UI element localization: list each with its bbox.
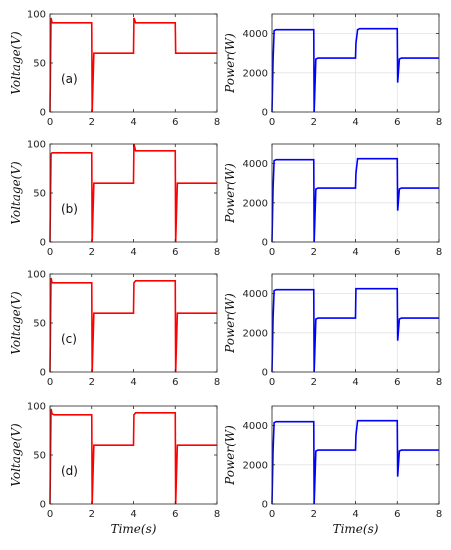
x-tick-label: 6 [394,377,400,388]
x-tick-label: 2 [311,247,317,258]
x-tick-label: 6 [172,117,178,128]
subplot-a-voltage: 0 2 4 6 8 0 50 100 Voltage(V) (a) [9,10,220,129]
x-tick-label: 0 [47,509,53,520]
x-tick-label: 0 [269,117,275,128]
series-line-power [271,287,439,373]
x-tick-label: 8 [436,377,442,388]
x-tick-label: 2 [89,509,95,520]
x-tick-label: 2 [311,377,317,388]
y-tick-label: 100 [27,270,46,281]
y-tick-label: 0 [40,108,46,119]
x-tick-label: 8 [214,117,220,128]
y-tick-label: 50 [33,319,46,330]
x-tick-label: 0 [269,247,275,258]
y-tick-label: 0 [40,500,46,511]
y-tick-label: 0 [262,368,268,379]
x-tick-label: 8 [214,509,220,520]
x-tick-label: 8 [436,117,442,128]
y-axis-label: Voltage(V) [9,423,23,487]
y-axis-label: Power(W) [223,293,237,354]
y-tick-label: 100 [27,402,46,413]
x-tick-label: 2 [89,117,95,128]
subplot-power: 0 2 4 6 8 0 2000 4000 Power(W) Time(s) [223,405,442,536]
y-tick-label: 4000 [243,159,268,170]
x-axis-label: Time(s) [333,522,379,536]
y-tick-label: 4000 [243,289,268,300]
series-line-voltage [49,408,217,505]
y-tick-label: 0 [40,238,46,249]
x-tick-label: 8 [214,247,220,258]
y-tick-label: 0 [262,238,268,249]
x-tick-label: 2 [89,377,95,388]
y-tick-label: 0 [40,368,46,379]
y-tick-label: 100 [27,10,46,21]
x-tick-label: 4 [352,377,358,388]
series-line-voltage [49,17,217,113]
x-tick-label: 0 [47,247,53,258]
x-tick-label: 6 [394,509,400,520]
panel-label: (b) [61,202,78,216]
x-tick-label: 0 [47,377,53,388]
y-axis-label: Power(W) [223,33,237,94]
x-tick-label: 8 [214,377,220,388]
y-tick-label: 4000 [243,29,268,40]
x-tick-label: 2 [311,117,317,128]
x-tick-label: 8 [436,509,442,520]
x-tick-label: 6 [172,509,178,520]
x-tick-label: 2 [89,247,95,258]
x-tick-label: 4 [352,509,358,520]
x-tick-label: 4 [352,247,358,258]
y-axis-label: Voltage(V) [9,31,23,95]
y-tick-label: 50 [33,59,46,70]
series-line-voltage [49,277,217,373]
y-tick-label: 2000 [243,460,268,471]
panel-label: (c) [61,332,77,346]
subplot-power: 0 2 4 6 8 0 2000 4000 Power(W) [223,273,442,388]
x-tick-label: 4 [130,117,136,128]
series-line-power [271,27,439,113]
y-axis-label: Power(W) [223,425,237,486]
subplot-c-voltage: 0 2 4 6 8 0 50 100 Voltage(V) (c) [9,270,220,389]
x-tick-label: 0 [269,509,275,520]
y-tick-label: 4000 [243,421,268,432]
subplot-power: 0 2 4 6 8 0 2000 4000 Power(W) [223,13,442,128]
y-tick-label: 2000 [243,328,268,339]
subplot-power: 0 2 4 6 8 0 2000 4000 Power(W) [223,143,442,258]
x-tick-label: 8 [436,247,442,258]
y-tick-label: 100 [27,140,46,151]
x-tick-label: 4 [130,247,136,258]
y-tick-label: 50 [33,189,46,200]
y-tick-label: 0 [262,108,268,119]
panel-label: (d) [61,464,78,478]
x-tick-label: 6 [394,247,400,258]
x-tick-label: 4 [130,377,136,388]
subplot-d-voltage: 0 2 4 6 8 0 50 100 Voltage(V) Time(s) (d) [9,402,220,537]
y-tick-label: 2000 [243,68,268,79]
y-axis-label: Power(W) [223,163,237,224]
x-tick-label: 6 [394,117,400,128]
series-line-power [271,419,439,505]
y-axis-label: Voltage(V) [9,161,23,225]
x-tick-label: 0 [47,117,53,128]
x-axis-label: Time(s) [111,522,157,536]
y-tick-label: 50 [33,451,46,462]
series-line-voltage [49,143,217,243]
y-axis-label: Voltage(V) [9,291,23,355]
x-tick-label: 6 [172,247,178,258]
x-tick-label: 2 [311,509,317,520]
y-tick-label: 2000 [243,198,268,209]
subplot-b-voltage: 0 2 4 6 8 0 50 100 Voltage(V) (b) [9,140,220,259]
x-tick-label: 4 [130,509,136,520]
panel-label: (a) [61,72,78,86]
x-tick-label: 0 [269,377,275,388]
y-tick-label: 0 [262,500,268,511]
x-tick-label: 4 [352,117,358,128]
series-line-power [271,157,439,243]
x-tick-label: 6 [172,377,178,388]
